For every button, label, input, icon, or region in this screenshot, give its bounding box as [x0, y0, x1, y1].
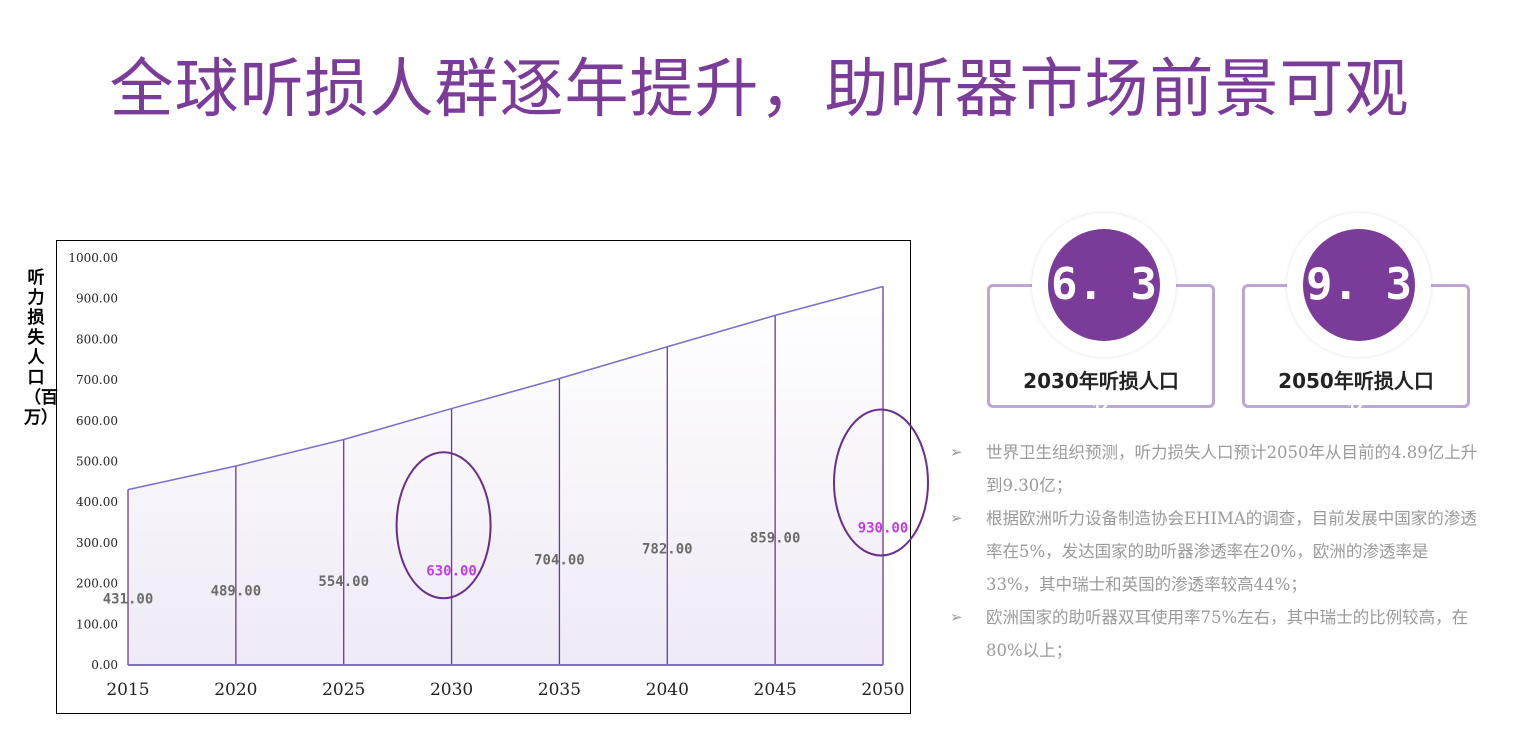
- x-tick-label: 2030: [430, 680, 473, 700]
- data-label: 431.00: [103, 592, 154, 608]
- data-label: 859.00: [750, 531, 801, 547]
- page-title: 全球听损人群逐年提升，助听器市场前景可观: [109, 53, 1410, 127]
- x-tick-label: 2015: [106, 680, 149, 700]
- stat-label-2030: 2030年听损人口: [990, 365, 1212, 394]
- x-tick-label: 2025: [322, 680, 365, 700]
- data-label: 489.00: [211, 583, 262, 599]
- x-tick-label: 2040: [646, 680, 689, 700]
- x-tick-label: 2045: [754, 680, 797, 700]
- y-tick-label: 900.00: [76, 292, 118, 306]
- arrow-bullet-icon: ➢: [950, 509, 963, 527]
- y-tick-label: 800.00: [76, 332, 118, 346]
- stat-value-2050: 9. 3: [1306, 259, 1412, 310]
- stat-unit-2030: 亿: [1092, 392, 1116, 420]
- bullet-item: ➢ 世界卫生组织预测，听力损失人口预计2050年从目前的4.89亿上升到9.30…: [950, 436, 1480, 502]
- x-tick-label: 2020: [214, 680, 257, 700]
- y-tick-label: 100.00: [76, 617, 118, 631]
- y-tick-label: 700.00: [76, 373, 118, 387]
- bullet-item: ➢ 根据欧洲听力设备制造协会EHIMA的调查，目前发展中国家的渗透率在5%，发达…: [950, 502, 1480, 601]
- stat-unit-2050: 亿: [1347, 392, 1371, 420]
- data-label: 782.00: [642, 542, 693, 558]
- stat-value-2030: 6. 3: [1051, 259, 1157, 310]
- y-tick-label: 0.00: [91, 658, 118, 672]
- y-tick-label: 1000.00: [68, 251, 118, 265]
- x-tick-label: 2050: [861, 680, 904, 700]
- highlight-ellipse: [395, 451, 492, 600]
- y-tick-label: 500.00: [76, 455, 118, 469]
- highlight-ellipse: [833, 408, 929, 557]
- data-label: 630.00: [426, 563, 477, 579]
- stat-circle-2030: 6. 3 亿: [1032, 213, 1176, 420]
- stat-card-2050: 2050年听损人口: [1242, 284, 1470, 408]
- series-line: [127, 285, 884, 491]
- data-label: 704.00: [534, 553, 585, 569]
- data-label: 930.00: [858, 521, 909, 537]
- y-tick-label: 400.00: [76, 495, 118, 509]
- bullet-item: ➢ 欧洲国家的助听器双耳使用率75%左右，其中瑞士的比例较高，在80%以上；: [950, 601, 1480, 667]
- stat-circle-2050: 9. 3 亿: [1287, 213, 1431, 420]
- area-fill: [128, 286, 883, 665]
- bullet-list: ➢ 世界卫生组织预测，听力损失人口预计2050年从目前的4.89亿上升到9.30…: [950, 436, 1480, 667]
- arrow-bullet-icon: ➢: [950, 443, 963, 461]
- y-tick-label: 200.00: [76, 577, 118, 591]
- arrow-bullet-icon: ➢: [950, 608, 963, 626]
- y-tick-label: 300.00: [76, 536, 118, 550]
- y-tick-label: 600.00: [76, 414, 118, 428]
- x-tick-label: 2035: [538, 680, 581, 700]
- stat-label-2050: 2050年听损人口: [1245, 365, 1467, 394]
- chart-frame: [56, 240, 911, 714]
- data-label: 554.00: [318, 574, 369, 590]
